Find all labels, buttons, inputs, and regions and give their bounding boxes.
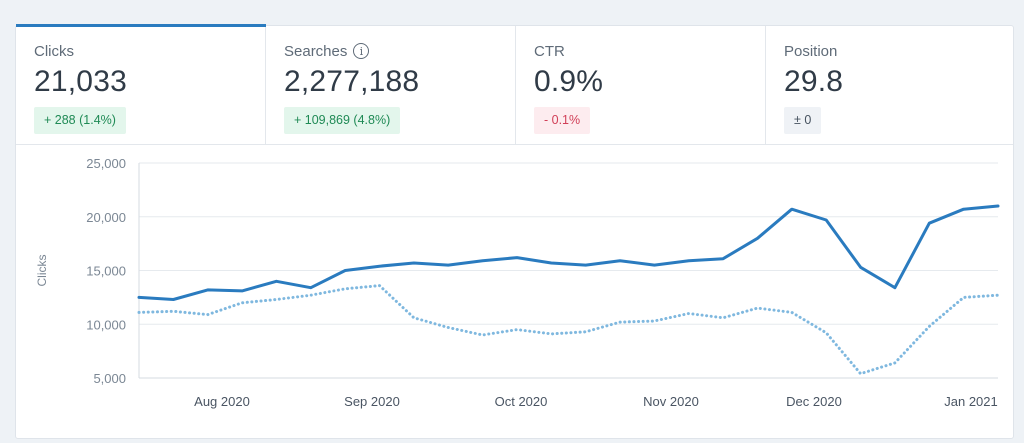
chart-svg: 5,000 10,000 15,000 20,000 25,000 Clicks Aug 2…	[35, 156, 1000, 409]
x-tick-label: Aug 2020	[194, 394, 250, 409]
tab-ctr[interactable]: CTR 0.9% - 0.1%	[516, 26, 766, 144]
tab-label: CTR	[534, 42, 565, 60]
y-tick-label: 20,000	[86, 210, 126, 225]
dotted-series-line	[137, 284, 1000, 376]
y-tick-label: 25,000	[86, 156, 126, 171]
tab-value: 29.8	[784, 65, 844, 98]
tab-label: Position	[784, 42, 838, 60]
y-tick-label: 5,000	[93, 371, 126, 386]
x-tick-label: Dec 2020	[786, 394, 842, 409]
tab-clicks[interactable]: Clicks 21,033 + 288 (1.4%)	[16, 24, 266, 144]
tab-label: Searches	[284, 42, 348, 60]
x-tick-label: Nov 2020	[643, 394, 699, 409]
tab-value: 21,033	[34, 65, 127, 98]
metric-tabs: Clicks 21,033 + 288 (1.4%) Searches i 2,…	[16, 24, 1013, 145]
tab-value: 0.9%	[534, 65, 604, 98]
performance-card: Clicks 21,033 + 288 (1.4%) Searches i 2,…	[15, 24, 1014, 439]
tab-searches[interactable]: Searches i 2,277,188 + 109,869 (4.8%)	[266, 26, 516, 144]
x-tick-label: Jan 2021	[944, 394, 998, 409]
x-tick-label: Sep 2020	[344, 394, 400, 409]
tab-value: 2,277,188	[284, 65, 420, 98]
info-icon[interactable]: i	[353, 43, 370, 59]
tab-label: Clicks	[34, 42, 74, 60]
line-chart: 5,000 10,000 15,000 20,000 25,000 Clicks Aug 2…	[16, 144, 1013, 438]
change-badge: + 288 (1.4%)	[34, 107, 126, 134]
y-tick-label: 10,000	[86, 317, 126, 332]
x-tick-label: Oct 2020	[495, 394, 548, 409]
y-axis-label: Clicks	[35, 255, 49, 287]
change-badge: - 0.1%	[534, 107, 591, 134]
change-badge: ± 0	[784, 107, 822, 134]
tab-position[interactable]: Position 29.8 ± 0	[766, 26, 1013, 144]
y-tick-label: 15,000	[86, 264, 126, 279]
solid-series-line	[137, 204, 1000, 301]
change-badge: + 109,869 (4.8%)	[284, 107, 401, 134]
